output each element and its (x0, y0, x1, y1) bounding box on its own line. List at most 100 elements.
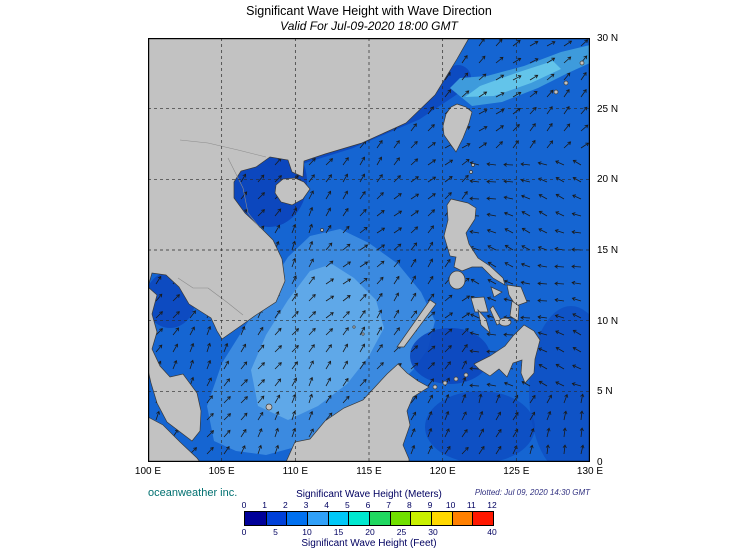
legend-meters-tick: 0 (241, 500, 247, 510)
legend-color-segment (348, 512, 369, 525)
country-borders (177, 139, 267, 316)
lat-label: 15 N (597, 245, 619, 256)
land-taiwan (442, 103, 473, 153)
land-luzon (443, 198, 506, 286)
land-batanes (471, 163, 475, 167)
land-layer (147, 37, 585, 463)
lon-label: 125 E (503, 466, 530, 477)
lat-label: 30 N (597, 33, 619, 44)
kuroshio-streak-core (465, 61, 561, 97)
legend-meters-tick: 7 (386, 500, 392, 510)
legend-feet-tick: 10 (302, 527, 312, 537)
land-sulu-island (463, 372, 469, 378)
legend-colorbar (244, 511, 494, 526)
lon-axis: 100 E 105 E 110 E 115 E 120 E 125 E 130 E (135, 466, 603, 480)
legend-color-segment (389, 512, 411, 525)
legend-segment-divider (307, 512, 308, 525)
lon-label: 100 E (134, 466, 162, 477)
legend-color-segment (431, 512, 452, 525)
land-panay (470, 296, 489, 313)
legend-feet-title: Significant Wave Height (Feet) (301, 538, 437, 549)
legend-meters-tick: 2 (282, 500, 288, 510)
lon-label: 105 E (208, 466, 235, 477)
legend-color-segment (327, 512, 349, 525)
legend-meters-ticks: 0 1 2 3 4 5 6 7 8 9 10 11 12 (241, 500, 497, 510)
sulu-sea-dark (410, 328, 490, 384)
celebes-sea-dark (425, 391, 535, 463)
land-ryukyu (553, 89, 559, 95)
land-negros (477, 308, 491, 335)
legend-color-segment (369, 512, 390, 525)
legend-segment-divider (286, 512, 288, 525)
land-batanes (469, 170, 473, 174)
legend-meters-tick: 3 (303, 500, 309, 510)
legend-meters-tick: 12 (487, 500, 497, 510)
legend-feet-tick: 0 (241, 527, 247, 537)
page-title: Significant Wave Height with Wave Direct… (246, 4, 492, 18)
title-block: Significant Wave Height with Wave Direct… (148, 4, 590, 33)
legend-feet-tick: 25 (396, 527, 407, 537)
lat-label: 10 N (597, 315, 619, 327)
map-area (145, 37, 613, 476)
land-borneo (285, 363, 430, 463)
lon-label: 110 E (282, 466, 309, 477)
land-spratly (352, 325, 356, 329)
land-mindanao (473, 324, 541, 384)
land-malay-peninsula (147, 286, 202, 442)
legend-color-segment (286, 512, 307, 525)
wave-band-lighter (251, 264, 384, 420)
land-sulu-island (442, 380, 448, 386)
legend-color-segment (265, 512, 287, 525)
legend-feet-tick: 5 (273, 527, 278, 537)
land-bohol (498, 317, 512, 327)
legend-segment-divider (451, 512, 453, 525)
land-spratly (361, 332, 365, 336)
legend-segment-divider (369, 512, 370, 525)
legend-color-segment (410, 512, 431, 525)
land-masbate (490, 286, 503, 298)
legend-segment-divider (389, 512, 391, 525)
land-mainland-asia (147, 37, 470, 340)
legend-meters-tick: 8 (406, 500, 412, 510)
legend-segment-divider (472, 512, 474, 525)
lat-label: 5 N (597, 386, 613, 398)
valid-time-subtitle: Valid For Jul-09-2020 18:00 GMT (280, 19, 458, 33)
legend-feet-tick: 20 (365, 527, 375, 537)
legend-segment-divider (431, 512, 432, 525)
legend-feet-tick: 30 (428, 527, 438, 537)
legend-color-segment (307, 512, 328, 525)
wave-height-map (145, 37, 613, 476)
legend-feet-tick: 40 (487, 527, 497, 537)
legend-meters-tick: 4 (324, 500, 330, 510)
legend-meters-tick: 10 (445, 500, 456, 510)
lon-label: 115 E (356, 466, 382, 477)
lat-label: 20 N (597, 174, 619, 186)
land-cebu (489, 305, 503, 326)
lon-label: 130 E (576, 466, 604, 477)
legend-segment-divider (410, 512, 412, 525)
legend-meters-title: Significant Wave Height (Meters) (296, 489, 442, 500)
lon-label: 120 E (429, 466, 456, 477)
land-natuna (265, 403, 273, 411)
lat-axis: 30 N 25 N 20 N 15 N 10 N 5 N 0 (597, 33, 647, 468)
legend-meters-tick: 5 (344, 500, 350, 510)
land-ryukyu (579, 60, 585, 66)
graticule-layer (148, 38, 590, 462)
legend-meters-tick: 1 (262, 500, 268, 510)
legend-color-segment (245, 512, 266, 525)
land-sulu-island (432, 384, 438, 390)
legend-segment-divider (348, 512, 350, 525)
legend-segment-divider (327, 512, 329, 525)
legend-feet-ticks: 0 5 10 15 20 25 30 40 (241, 527, 497, 537)
land-samar (506, 284, 528, 307)
legend-meters-tick: 11 (466, 500, 476, 510)
plotted-timestamp: Plotted: Jul 09, 2020 14:30 GMT (474, 488, 590, 497)
lat-label: 25 N (597, 103, 619, 115)
land-hainan (274, 177, 311, 206)
legend-meters-tick: 6 (365, 500, 371, 510)
land-palawan (396, 299, 437, 348)
land-paracel (320, 228, 324, 232)
credit-text: oceanweather inc. (148, 487, 238, 499)
map-frame (148, 38, 590, 462)
